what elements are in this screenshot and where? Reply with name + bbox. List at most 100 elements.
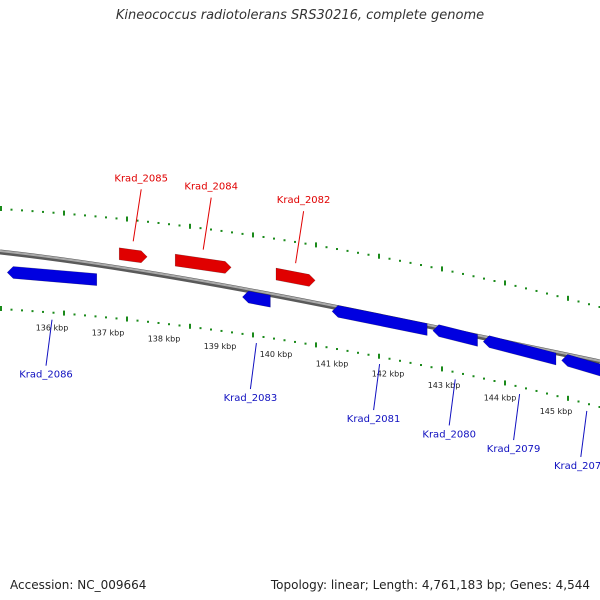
tick-dot [252,232,254,238]
tick-dot [525,287,527,290]
tick-dot [126,216,128,222]
tick-dot [514,284,517,287]
gene-label[interactable]: Krad_2079 [487,444,541,455]
scale-tick-label: 144 kbp [484,394,517,403]
gene-labels: Krad_2085 Krad_2084 Krad_2082 Krad_2086 Krad… [19,173,600,472]
gene-label[interactable]: Krad_2082 [277,195,331,206]
tick-dot [0,206,2,211]
tick-dot [535,289,538,292]
tick-dot [451,370,454,373]
top-tick-dots [0,206,600,309]
tick-dot [115,217,118,220]
scale-tick-label: 140 kbp [260,350,293,359]
gene-label[interactable]: Krad_2083 [224,393,278,404]
gene-label[interactable]: Krad_2086 [19,370,73,381]
tick-dot [220,229,223,232]
tick-dot [210,228,212,231]
tick-dot [420,364,422,367]
tick-dot [346,249,349,252]
tick-dot [73,213,76,216]
tick-dot [126,316,128,322]
gene-label[interactable]: Krad_2085 [114,173,168,184]
gene-label[interactable]: Krad_2084 [184,182,238,193]
tick-dot [84,314,86,317]
tick-dot [325,346,328,349]
scale-tick-label: 141 kbp [316,359,349,368]
label-leader-line [45,319,53,366]
tick-dot [399,359,401,362]
tick-dot [535,389,538,392]
tick-dot [42,310,44,313]
tick-dot [409,361,412,364]
tick-dot [168,323,170,326]
tick-dot [336,348,338,351]
tick-dot [577,400,580,403]
tick-dot [231,331,233,334]
tick-dot [42,210,44,213]
tick-dot [388,257,391,260]
tick-dot [430,366,433,369]
tick-dot [220,329,223,332]
tick-dot [189,323,191,329]
forward-gene-arrow[interactable] [118,247,148,264]
tick-dot [0,306,2,311]
reverse-strand-genes [6,266,600,379]
tick-dot [115,317,118,320]
tick-dot [367,253,370,256]
scale-tick-label: 137 kbp [92,329,125,338]
gene-label[interactable]: Krad_2081 [347,414,401,425]
tick-dot [52,211,55,214]
label-leader-line [448,379,456,426]
tick-dot [10,308,13,311]
tick-dot [10,208,13,211]
tick-dot [241,332,244,335]
tick-dot [525,387,527,390]
reverse-gene-arrow[interactable] [561,354,600,379]
tick-dot [367,353,370,356]
tick-dot [178,224,181,227]
tick-dot [262,335,265,338]
tick-dot [157,321,160,324]
forward-gene-arrow[interactable] [275,267,316,287]
tick-dot [346,349,349,352]
tick-dot [63,310,65,316]
tick-dot [294,340,296,343]
tick-dot [136,319,139,322]
scale-tick-labels: 136 kbp 137 kbp 138 kbp 139 kbp 140 kbp 141 k… [36,324,573,416]
tick-dot [304,242,307,245]
label-leader-line [132,189,142,242]
scale-tick-label: 145 kbp [540,407,573,416]
tick-dot [378,253,380,259]
tick-dot [472,375,475,378]
tick-dot [168,223,170,226]
reverse-gene-arrow[interactable] [242,290,271,308]
scale-tick-label: 136 kbp [36,324,69,333]
tick-dot [273,237,275,240]
reverse-gene-arrow[interactable] [482,335,557,366]
tick-dot [31,310,34,313]
tick-dot [157,221,160,224]
label-leader-line [580,410,588,457]
reverse-gene-arrow[interactable] [6,266,98,286]
tick-dot [189,223,191,229]
tick-dot [546,392,548,395]
tick-dot [504,380,506,386]
reverse-gene-arrow[interactable] [331,305,428,336]
tick-dot [315,242,317,248]
tick-dot [588,303,590,306]
tick-dot [598,406,600,409]
tick-dot [231,231,233,234]
tick-dot [210,328,212,331]
scale-tick-label: 142 kbp [372,370,405,379]
gene-label[interactable]: Krad_2078 [554,461,600,472]
tick-dot [462,272,464,275]
tick-dot [357,251,359,254]
reverse-gene-arrow[interactable] [432,324,478,347]
forward-gene-arrow[interactable] [174,253,232,274]
scale-tick-label: 143 kbp [428,381,461,390]
tick-dot [493,279,496,282]
gene-label[interactable]: Krad_2080 [422,429,476,440]
tick-dot [378,353,380,359]
